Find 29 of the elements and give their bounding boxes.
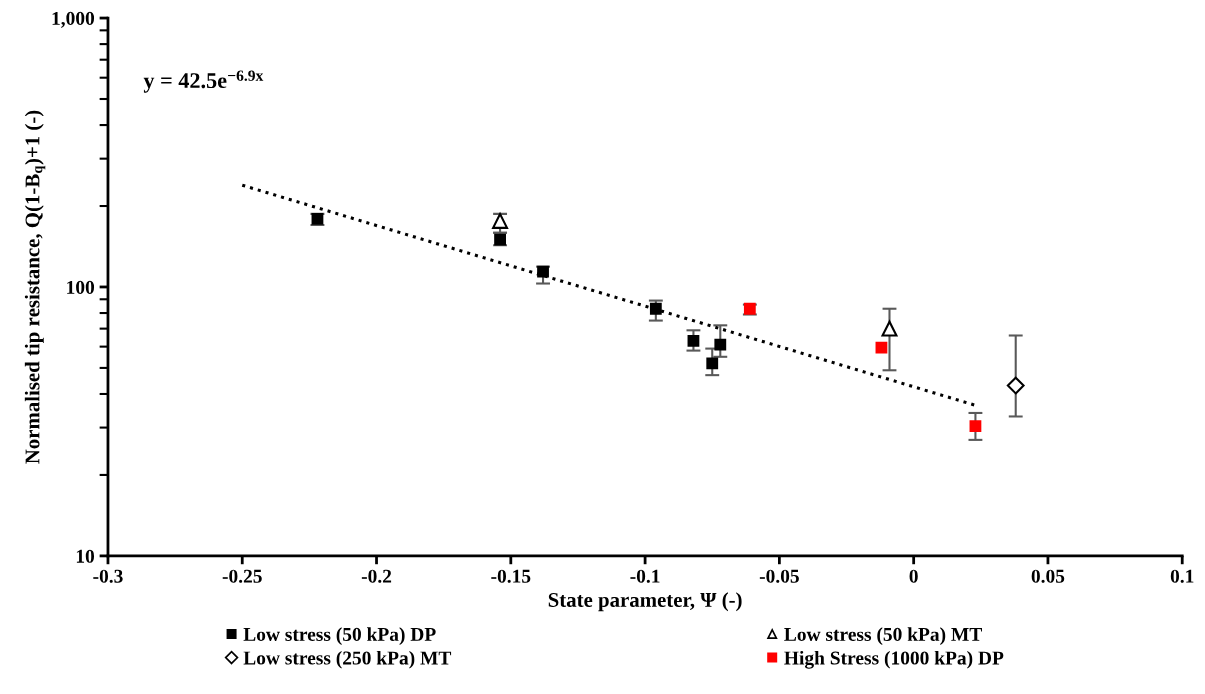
x-tick-label: -0.2 [361,569,392,583]
annotation: y = 42.5e$^{−6.9x}$ [143,70,264,93]
legend-label: Low stress (250 kPa) MT [243,650,452,669]
point [969,420,982,432]
y-tick-label: 10 [76,549,95,563]
x-tick-label: -0.3 [93,569,123,583]
point [706,357,719,370]
point [881,320,898,337]
legend-label: Low stress (50 kPa) MT [784,627,982,645]
x-tick-label: -0.15 [491,569,531,583]
point [1006,376,1025,395]
x-tick-label: -0.25 [222,569,262,583]
point [649,302,662,315]
point [537,265,549,278]
point [714,338,727,351]
x-tick-label: 0.05 [1031,569,1065,583]
y-tick-label: 100 [67,280,95,294]
legend-label: Low stress (50 kPa) DP [243,627,436,645]
x-tick-label: 0 [909,569,918,583]
point [687,335,700,347]
x-tick-label: -0.05 [759,569,799,583]
y-tick-label: 1,000 [52,11,95,28]
legend-label: High Stress (1000 kPa) DP [784,650,1004,669]
point [492,212,509,229]
y-axis-title: Normalised tip resistance, Q(1-B$_{q}$)+1 (-) [24,110,46,464]
point [875,341,888,354]
x-axis-title: State parameter, Ψ (-) [548,592,742,612]
x-tick-label: 0.1 [1170,569,1194,583]
x-tick-label: -0.1 [630,569,660,583]
